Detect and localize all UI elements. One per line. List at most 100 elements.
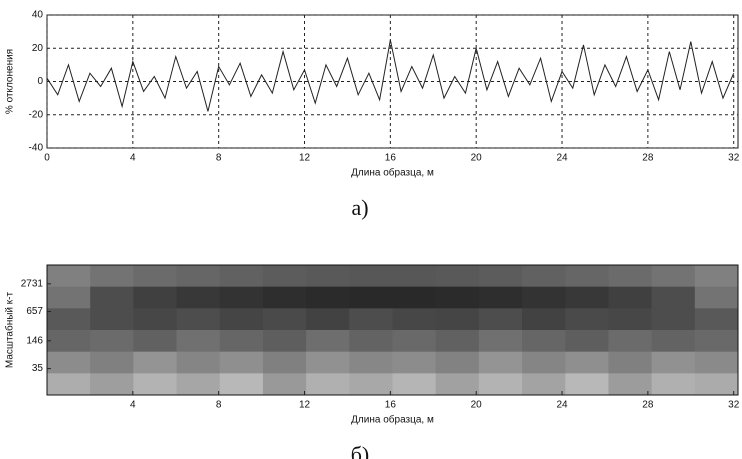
heatmap-cell bbox=[651, 351, 696, 374]
x-axis-label: Длина образца, м bbox=[351, 167, 434, 179]
heatmap-cell bbox=[349, 373, 393, 396]
heatmap-cell bbox=[176, 286, 221, 309]
heatmap-cell bbox=[651, 373, 696, 396]
heatmap-cell bbox=[522, 265, 566, 288]
y-tick-label: 35 bbox=[32, 363, 44, 374]
heatmap-cell bbox=[306, 373, 350, 396]
heatmap-cell bbox=[133, 351, 178, 374]
heatmap-cell bbox=[651, 265, 696, 288]
heatmap-cell bbox=[90, 351, 134, 374]
x-tick-label: 16 bbox=[385, 153, 397, 164]
heatmap-cell bbox=[349, 308, 393, 331]
heatmap-cell bbox=[47, 351, 91, 374]
heatmap-cell bbox=[306, 265, 350, 288]
heatmap-cell bbox=[392, 330, 437, 353]
heatmap-cell bbox=[262, 373, 307, 396]
heatmap-cell bbox=[262, 286, 307, 309]
heatmap-cell bbox=[608, 308, 653, 331]
heatmap-cell bbox=[176, 308, 221, 331]
heatmap-cell bbox=[133, 308, 178, 331]
heatmap-cell bbox=[522, 308, 566, 331]
y-tick-label: -40 bbox=[29, 143, 44, 154]
heatmap-cell bbox=[349, 330, 393, 353]
heatmap-cell bbox=[176, 373, 221, 396]
heatmap-cell bbox=[694, 308, 739, 331]
heatmap-cell bbox=[349, 351, 393, 374]
heatmap-cell bbox=[47, 330, 91, 353]
heatmap-cell bbox=[219, 373, 264, 396]
heatmap-cell bbox=[392, 351, 437, 374]
x-tick-label: 4 bbox=[130, 400, 136, 411]
x-axis-label: Длина образца, м bbox=[351, 414, 434, 426]
heatmap-cell bbox=[435, 308, 480, 331]
x-tick-label: 32 bbox=[728, 400, 740, 411]
x-tick-label: 24 bbox=[556, 153, 568, 164]
heatmap-cell bbox=[306, 351, 350, 374]
x-tick-label: 28 bbox=[642, 400, 654, 411]
heatmap-cell bbox=[522, 373, 566, 396]
heatmap-cell bbox=[478, 265, 523, 288]
x-tick-label: 4 bbox=[130, 153, 136, 164]
heatmap-cell bbox=[608, 351, 653, 374]
heatmap-cell bbox=[435, 351, 480, 374]
heatmap-cell bbox=[176, 330, 221, 353]
y-tick-label: 0 bbox=[37, 76, 43, 87]
heatmap-cell bbox=[565, 286, 609, 309]
heatmap-cell bbox=[608, 373, 653, 396]
heatmap-cell bbox=[90, 330, 134, 353]
heatmap-cell bbox=[47, 265, 91, 288]
x-tick-label: 0 bbox=[44, 153, 50, 164]
heatmap-cell bbox=[651, 330, 696, 353]
heatmap-cell bbox=[435, 265, 480, 288]
heatmap-cell bbox=[392, 265, 437, 288]
heatmap-cell bbox=[392, 286, 437, 309]
heatmap-cell bbox=[133, 330, 178, 353]
heatmap-cell bbox=[694, 265, 739, 288]
heatmap-cell bbox=[565, 265, 609, 288]
heatmap-cell bbox=[262, 265, 307, 288]
caption: а) bbox=[351, 195, 368, 220]
y-axis-label: Масштабный к-т bbox=[4, 292, 16, 369]
heatmap-cell bbox=[90, 373, 134, 396]
heatmap-cell bbox=[262, 330, 307, 353]
heatmap-cell bbox=[651, 308, 696, 331]
heatmap-cell bbox=[435, 330, 480, 353]
x-tick-label: 8 bbox=[216, 153, 222, 164]
heatmap-cell bbox=[47, 373, 91, 396]
heatmap-cell bbox=[90, 286, 134, 309]
heatmap-cell bbox=[565, 351, 609, 374]
y-tick-label: -20 bbox=[29, 109, 44, 120]
heatmap-cell bbox=[565, 373, 609, 396]
heatmap-cell bbox=[478, 286, 523, 309]
heatmap-cell bbox=[306, 286, 350, 309]
heatmap-cell bbox=[133, 373, 178, 396]
y-tick-label: 20 bbox=[32, 43, 44, 54]
y-tick-label: 2731 bbox=[21, 278, 44, 289]
heatmap-cell bbox=[694, 286, 739, 309]
y-tick-label: 40 bbox=[32, 10, 44, 21]
heatmap-cell bbox=[219, 286, 264, 309]
heatmap-cell bbox=[522, 351, 566, 374]
heatmap-cell bbox=[392, 373, 437, 396]
heatmap-cell bbox=[478, 373, 523, 396]
heatmap-cell bbox=[176, 351, 221, 374]
heatmap-cell bbox=[478, 330, 523, 353]
heatmap-cell bbox=[522, 330, 566, 353]
heatmap-cell bbox=[262, 351, 307, 374]
heatmap-cell bbox=[219, 351, 264, 374]
heatmap-cell bbox=[133, 265, 178, 288]
heatmap-cell bbox=[133, 286, 178, 309]
heatmap-cell bbox=[392, 308, 437, 331]
x-tick-label: 8 bbox=[216, 400, 222, 411]
x-tick-label: 28 bbox=[642, 153, 654, 164]
heatmap-cell bbox=[608, 265, 653, 288]
x-tick-label: 16 bbox=[385, 400, 397, 411]
x-tick-label: 24 bbox=[556, 400, 568, 411]
data-line bbox=[46, 39, 735, 112]
heatmap-cell bbox=[694, 330, 739, 353]
heatmap-cell bbox=[608, 330, 653, 353]
y-tick-label: 657 bbox=[26, 306, 43, 317]
x-tick-label: 12 bbox=[299, 400, 311, 411]
y-tick-label: 146 bbox=[26, 335, 43, 346]
